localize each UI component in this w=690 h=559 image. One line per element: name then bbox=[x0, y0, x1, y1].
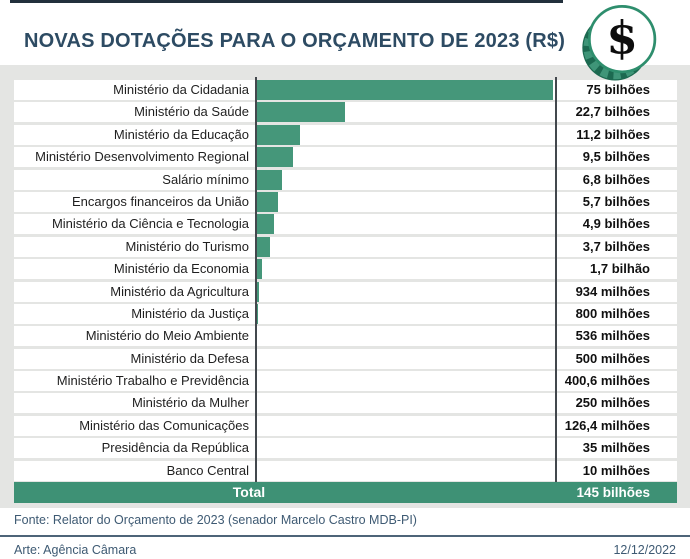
chart-row: Ministério da Saúde 22,7 bilhões bbox=[14, 102, 677, 123]
bar-label: Salário mínimo bbox=[162, 171, 249, 187]
credit-note: Arte: Agência Câmara bbox=[14, 543, 137, 557]
bar-label: Ministério da Economia bbox=[113, 261, 249, 277]
bar-track bbox=[255, 393, 555, 414]
bar-track bbox=[255, 169, 555, 190]
bar-track bbox=[255, 348, 555, 369]
bar-value: 3,7 bilhões bbox=[582, 238, 650, 254]
bar bbox=[255, 102, 346, 123]
bar-value: 250 milhões bbox=[575, 395, 650, 411]
bar-track bbox=[255, 80, 555, 100]
chart-row: Presidência da República 35 milhões bbox=[14, 438, 677, 459]
bar-value: 934 milhões bbox=[575, 283, 650, 299]
chart-row: Ministério da Agricultura 934 milhões bbox=[14, 281, 677, 302]
chart-rows: Ministério da Cidadania 75 bilhões Ministé… bbox=[14, 80, 677, 483]
bar-value: 800 milhões bbox=[575, 305, 650, 321]
svg-text:$: $ bbox=[606, 11, 637, 64]
bar bbox=[255, 124, 300, 145]
chart-row: Ministério das Comunicações 126,4 milhões bbox=[14, 415, 677, 436]
axis-line-left bbox=[255, 77, 257, 483]
page-title: NOVAS DOTAÇÕES PARA O ORÇAMENTO DE 2023 … bbox=[24, 30, 566, 52]
chart-row: Ministério da Mulher 250 milhões bbox=[14, 393, 677, 414]
bar-value: 9,5 bilhões bbox=[582, 149, 650, 165]
chart-panel: Ministério da Cidadania 75 bilhões Ministé… bbox=[0, 65, 690, 508]
chart-row: Encargos financeiros da União 5,7 bilhões bbox=[14, 191, 677, 212]
bar-track bbox=[255, 124, 555, 145]
bar-track bbox=[255, 371, 555, 392]
bar-track bbox=[255, 438, 555, 459]
bar-track bbox=[255, 147, 555, 168]
chart-row: Ministério da Ciência e Tecnologia 4,9 bi… bbox=[14, 214, 677, 235]
bar bbox=[255, 281, 259, 302]
chart-row: Ministério Trabalho e Previdência 400,6 m… bbox=[14, 371, 677, 392]
top-accent-line bbox=[10, 0, 563, 3]
bar-label: Ministério da Agricultura bbox=[110, 283, 249, 299]
bar-label: Ministério do Turismo bbox=[125, 238, 249, 254]
bar-label: Ministério da Mulher bbox=[131, 395, 249, 411]
chart-row: Ministério da Cidadania 75 bilhões bbox=[14, 80, 677, 100]
chart-row: Ministério da Defesa 500 milhões bbox=[14, 348, 677, 369]
bar bbox=[255, 303, 259, 324]
bar-value: 126,4 milhões bbox=[564, 417, 650, 433]
bar-label: Ministério do Meio Ambiente bbox=[85, 328, 249, 344]
bar-label: Ministério da Justiça bbox=[131, 305, 249, 321]
bar-track bbox=[255, 326, 555, 347]
bar-label: Presidência da República bbox=[101, 440, 249, 456]
axis-line-right bbox=[555, 77, 557, 483]
bar-value: 400,6 milhões bbox=[564, 373, 650, 389]
bar bbox=[255, 259, 262, 280]
bar-label: Ministério da Defesa bbox=[130, 350, 250, 366]
bar-label: Ministério da Cidadania bbox=[113, 82, 249, 97]
bar-value: 5,7 bilhões bbox=[582, 193, 650, 209]
bar-track bbox=[255, 281, 555, 302]
bar-value: 11,2 bilhões bbox=[576, 126, 650, 142]
bar-value: 1,7 bilhão bbox=[590, 261, 650, 277]
bar-label: Ministério da Saúde bbox=[134, 104, 249, 120]
chart-row: Salário mínimo 6,8 bilhões bbox=[14, 169, 677, 190]
chart-row: Ministério do Turismo 3,7 bilhões bbox=[14, 236, 677, 257]
bar-label: Banco Central bbox=[166, 462, 249, 478]
chart-row: Banco Central 10 milhões bbox=[14, 460, 677, 481]
bar bbox=[255, 169, 283, 190]
bar-track bbox=[255, 214, 555, 235]
bar bbox=[255, 236, 270, 257]
chart-row: Ministério da Justiça 800 milhões bbox=[14, 303, 677, 324]
chart-row: Ministério Desenvolvimento Regional 9,5 b… bbox=[14, 147, 677, 168]
bar bbox=[255, 147, 293, 168]
dollar-coin-icon: $ bbox=[580, 4, 658, 82]
bar bbox=[255, 214, 275, 235]
chart-row: Ministério da Economia 1,7 bilhão bbox=[14, 259, 677, 280]
chart-row: Ministério da Educação 11,2 bilhões bbox=[14, 124, 677, 145]
bar-value: 4,9 bilhões bbox=[582, 216, 650, 232]
bar-label: Ministério das Comunicações bbox=[79, 417, 249, 433]
bar-track bbox=[255, 415, 555, 436]
bar-value: 10 milhões bbox=[582, 462, 650, 478]
source-note: Fonte: Relator do Orçamento de 2023 (sen… bbox=[14, 513, 417, 527]
date-label: 12/12/2022 bbox=[613, 543, 676, 557]
bar-value: 35 milhões bbox=[582, 440, 650, 456]
bar-value: 536 milhões bbox=[575, 328, 650, 344]
bar-label: Ministério Trabalho e Previdência bbox=[56, 373, 249, 389]
total-row: Total 145 bilhões bbox=[14, 482, 677, 503]
chart-row: Ministério do Meio Ambiente 536 milhões bbox=[14, 326, 677, 347]
bar-track bbox=[255, 236, 555, 257]
total-label: Total bbox=[232, 484, 266, 500]
bar-track bbox=[255, 191, 555, 212]
bar-label: Ministério da Educação bbox=[113, 126, 249, 142]
bar-label: Ministério Desenvolvimento Regional bbox=[35, 149, 249, 165]
footer-divider bbox=[0, 535, 690, 537]
bar-label: Encargos financeiros da União bbox=[71, 193, 249, 209]
bar-value: 75 bilhões bbox=[586, 82, 650, 97]
bar-track bbox=[255, 303, 555, 324]
bar-track bbox=[255, 259, 555, 280]
bar-label: Ministério da Ciência e Tecnologia bbox=[51, 216, 249, 232]
total-value: 145 bilhões bbox=[576, 485, 650, 500]
bar bbox=[255, 191, 278, 212]
bar-track bbox=[255, 102, 555, 123]
bar-value: 6,8 bilhões bbox=[582, 171, 650, 187]
bar bbox=[255, 80, 553, 100]
bar-track bbox=[255, 460, 555, 481]
bar-value: 22,7 bilhões bbox=[575, 104, 650, 120]
bar-value: 500 milhões bbox=[575, 350, 650, 366]
